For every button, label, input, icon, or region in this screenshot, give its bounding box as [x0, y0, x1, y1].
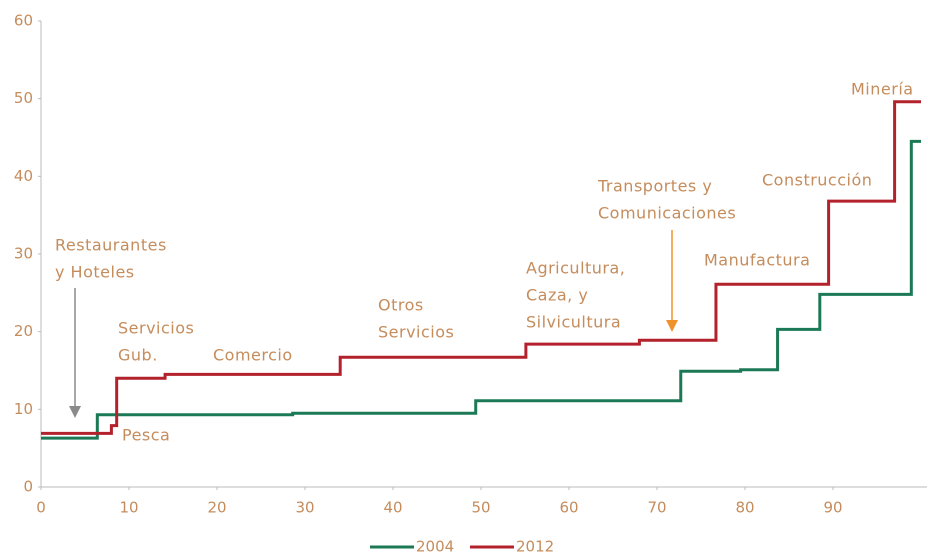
y-tick-label: 30 [14, 245, 33, 263]
arrow-gray [69, 288, 81, 418]
y-tick-label: 10 [14, 400, 33, 418]
annotation: Comunicaciones [598, 204, 736, 223]
y-tick-label: 50 [14, 89, 33, 107]
annotation: Minería [851, 80, 914, 99]
y-tick-label: 0 [23, 478, 33, 496]
annotation: Comercio [213, 346, 293, 365]
annotation: Manufactura [704, 251, 810, 270]
x-tick-label: 40 [383, 499, 402, 517]
x-tick-label: 20 [207, 499, 226, 517]
legend-label: 2012 [516, 538, 554, 556]
y-tick-label: 40 [14, 167, 33, 185]
x-tick-label: 90 [823, 499, 842, 517]
legend-label: 2004 [416, 538, 454, 556]
x-tick-label: 60 [559, 499, 578, 517]
annotation: Construcción [762, 171, 872, 190]
annotation: y Hoteles [55, 263, 135, 282]
annotation: Gub. [118, 346, 158, 365]
x-tick-label: 10 [119, 499, 138, 517]
x-tick-label: 70 [647, 499, 666, 517]
annotation: Pesca [122, 426, 170, 445]
y-tick-label: 60 [14, 12, 33, 30]
annotation: Servicios [118, 319, 194, 338]
step-line [41, 139, 921, 440]
x-tick-label: 30 [295, 499, 314, 517]
annotation: Agricultura, [526, 259, 625, 278]
x-tick-label: 50 [471, 499, 490, 517]
annotation: Servicios [378, 323, 454, 342]
step-line [41, 100, 921, 435]
y-tick-label: 20 [14, 322, 33, 340]
x-tick-label: 0 [36, 499, 46, 517]
annotation: Otros [378, 296, 424, 315]
x-tick-label: 80 [735, 499, 754, 517]
annotation: Silvicultura [526, 313, 621, 332]
annotation: Transportes y [597, 177, 712, 196]
annotation: Caza, y [526, 286, 588, 305]
annotation: Restaurantes [55, 236, 167, 255]
arrow-orange [666, 230, 678, 332]
